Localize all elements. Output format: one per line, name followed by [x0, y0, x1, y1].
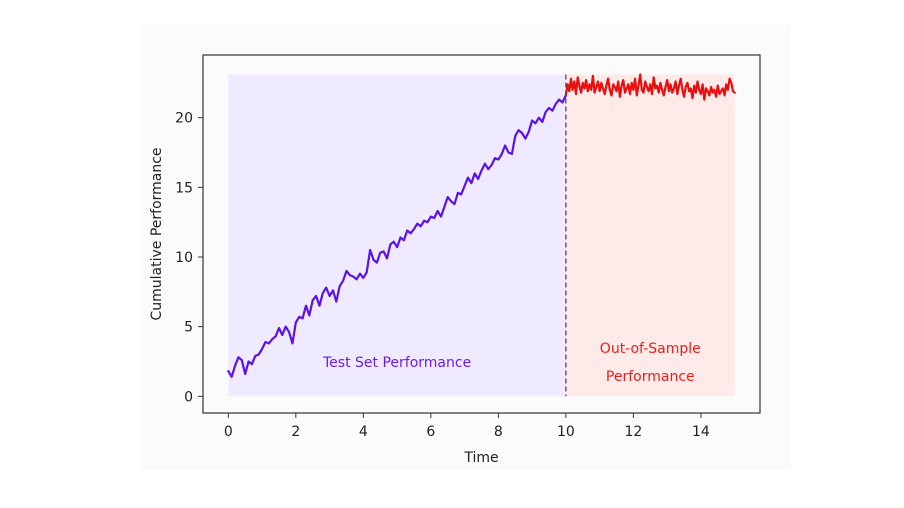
x-tick-label: 4: [359, 424, 368, 440]
x-tick-label: 10: [557, 424, 575, 440]
y-tick-label: 10: [175, 250, 193, 266]
series-line-1: [564, 73, 736, 101]
test-region-shade: [228, 74, 566, 397]
oos-region-label: Performance: [606, 369, 695, 385]
x-axis-label: Time: [463, 450, 498, 466]
y-axis-label: Cumulative Performance: [149, 147, 165, 320]
series-line-0: [227, 94, 568, 378]
x-tick-label: 8: [494, 424, 503, 440]
plot-frame: [202, 54, 761, 414]
y-tick-label: 0: [184, 389, 193, 405]
x-tick-label: 2: [291, 424, 300, 440]
y-tick-label: 5: [184, 320, 193, 336]
oos-region-label: Out-of-Sample: [600, 341, 701, 357]
x-tick-label: 14: [692, 424, 710, 440]
x-tick-label: 12: [624, 424, 642, 440]
x-tick-label: 6: [426, 424, 435, 440]
y-tick-label: 15: [175, 180, 193, 196]
test-region-label: Test Set Performance: [322, 355, 471, 371]
oos-region-shade: [565, 74, 735, 397]
x-tick-label: 0: [224, 424, 233, 440]
y-tick-label: 20: [175, 111, 193, 127]
